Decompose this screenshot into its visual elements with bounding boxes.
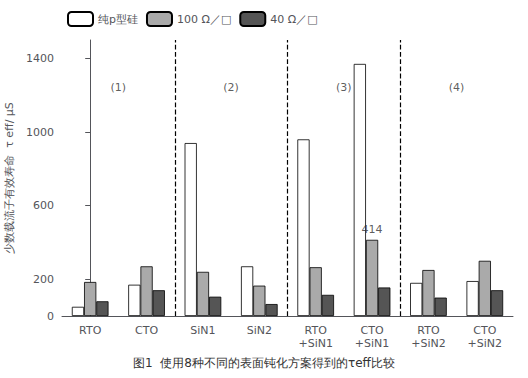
svg-text:CTO: CTO <box>135 324 158 337</box>
svg-text:600: 600 <box>33 199 54 212</box>
svg-text:RTO: RTO <box>79 324 102 337</box>
svg-text:SiN2: SiN2 <box>247 324 272 337</box>
svg-text:(4): (4) <box>449 81 465 94</box>
svg-text:RTO: RTO <box>417 324 440 337</box>
svg-text:(2): (2) <box>223 81 239 94</box>
svg-text:+SiN1: +SiN1 <box>298 337 332 350</box>
svg-text:40 Ω／□: 40 Ω／□ <box>270 13 317 26</box>
svg-text:图1 使用8种不同的表面钝化方案得到的τeff比较: 图1 使用8种不同的表面钝化方案得到的τeff比较 <box>133 356 395 370</box>
svg-text:CTO: CTO <box>361 324 384 337</box>
svg-text:RTO: RTO <box>305 324 328 337</box>
svg-text:414: 414 <box>362 223 383 236</box>
svg-text:SiN1: SiN1 <box>190 324 215 337</box>
svg-text:(3): (3) <box>336 81 352 94</box>
svg-text:CTO: CTO <box>473 324 496 337</box>
svg-text:1400: 1400 <box>26 52 54 65</box>
svg-text:纯p型硅: 纯p型硅 <box>98 13 138 26</box>
svg-text:+SiN2: +SiN2 <box>468 337 502 350</box>
svg-text:+SiN2: +SiN2 <box>411 337 445 350</box>
svg-text:100 Ω／□: 100 Ω／□ <box>177 13 231 26</box>
svg-text:0: 0 <box>47 310 54 323</box>
svg-text:200: 200 <box>33 273 54 286</box>
svg-text:1000: 1000 <box>26 126 54 139</box>
svg-text:+SiN1: +SiN1 <box>355 337 389 350</box>
svg-text:(1): (1) <box>111 81 127 94</box>
svg-text:少数载流子有效寿命 τ eff/ μS: 少数载流子有效寿命 τ eff/ μS <box>3 102 16 254</box>
